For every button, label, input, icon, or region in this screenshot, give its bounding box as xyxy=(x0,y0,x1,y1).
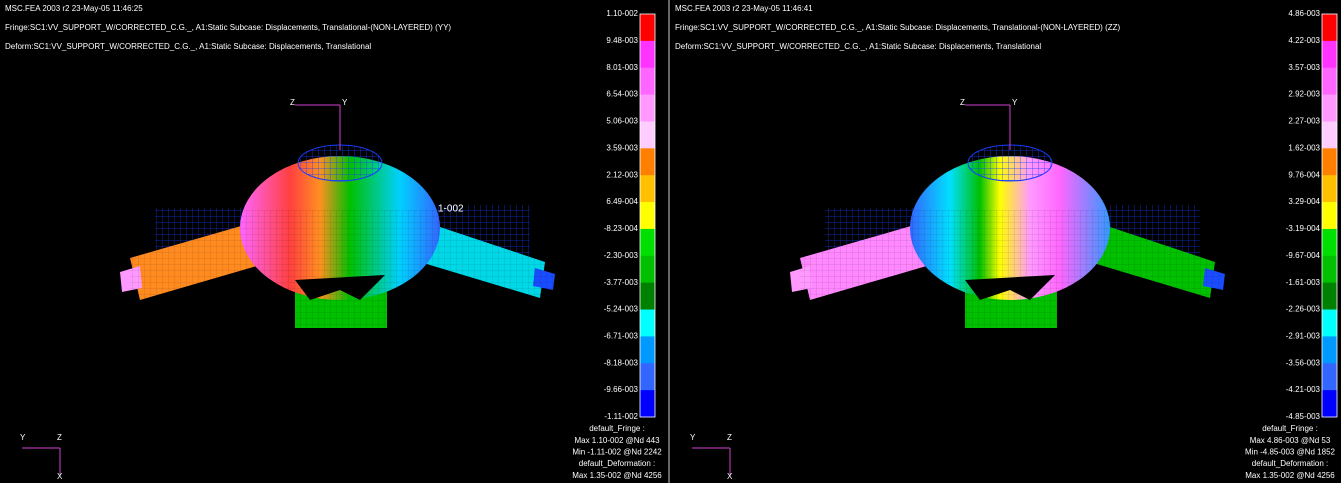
legend-label: -6.71-003 xyxy=(604,332,639,341)
legend-label: 3.57-003 xyxy=(1288,63,1320,72)
viewport: Z Y 1-002 Y Z X MSC.FEA 2003 r2 23-May-05 11:4… xyxy=(5,4,662,481)
triad-label: Z xyxy=(290,98,295,107)
footer-line: Max 4.86-003 @Nd 53 xyxy=(1250,436,1331,445)
color-band xyxy=(1322,283,1337,310)
color-band xyxy=(640,283,655,310)
color-band xyxy=(640,148,655,175)
color-band xyxy=(1322,363,1337,390)
legend-label: 2.27-003 xyxy=(1288,117,1320,126)
color-band xyxy=(640,68,655,95)
legend-label: 6.54-003 xyxy=(606,90,638,99)
triad-label: Z xyxy=(727,433,732,442)
legend-label: 3.59-003 xyxy=(606,143,638,152)
triad-label: Y xyxy=(342,98,348,107)
triad-label: X xyxy=(57,472,63,481)
color-band xyxy=(640,202,655,229)
color-band xyxy=(1322,202,1337,229)
footer-line: default_Fringe : xyxy=(1262,424,1318,433)
color-band xyxy=(1322,175,1337,202)
legend-label: 8.01-003 xyxy=(606,63,638,72)
legend-label: 6.49-004 xyxy=(606,197,638,206)
legend-label: -2.30-003 xyxy=(604,251,639,260)
color-band xyxy=(640,95,655,122)
color-band xyxy=(640,229,655,256)
legend-label: -1.61-003 xyxy=(1286,278,1321,287)
legend-label: 3.29-004 xyxy=(1288,197,1320,206)
color-band xyxy=(1322,68,1337,95)
footer-line: default_Deformation : xyxy=(579,459,656,468)
triad-label: X xyxy=(727,472,733,481)
legend-label: -1.11-002 xyxy=(604,412,638,421)
color-band xyxy=(640,14,655,41)
triad-label: Z xyxy=(960,98,965,107)
vessel-dome xyxy=(968,145,1052,181)
footer-line: Max 1.35-002 @Nd 4256 xyxy=(572,471,662,480)
legend-label: 2.92-003 xyxy=(1288,90,1320,99)
color-band xyxy=(640,336,655,363)
legend-label: 9.48-003 xyxy=(606,36,638,45)
triad-label: Z xyxy=(57,433,62,442)
color-band xyxy=(1322,148,1337,175)
legend-label: 4.86-003 xyxy=(1288,9,1320,18)
color-band xyxy=(1322,310,1337,337)
legend-label: 9.76-004 xyxy=(1288,170,1320,179)
footer-line: default_Fringe : xyxy=(589,424,645,433)
color-band xyxy=(1322,41,1337,68)
viewport: Z Y Y Z X MSC.FEA 2003 r2 23-May-05 11:46:41 F… xyxy=(675,4,1337,481)
color-band xyxy=(640,41,655,68)
color-band xyxy=(1322,95,1337,122)
mesh-overlay xyxy=(130,210,560,330)
legend-label: -4.85-003 xyxy=(1286,412,1321,421)
color-band xyxy=(1322,229,1337,256)
color-band xyxy=(640,121,655,148)
color-band xyxy=(1322,336,1337,363)
legend-label: -3.56-003 xyxy=(1286,358,1321,367)
footer-line: Min -1.11-002 @Nd 2242 xyxy=(572,448,662,457)
triad-label: Y xyxy=(20,433,26,442)
legend-label: -3.77-003 xyxy=(604,278,639,287)
header-line: Deform:SC1:VV_SUPPORT_W/CORRECTED_C.G._,… xyxy=(675,42,1041,51)
vessel-dome xyxy=(298,145,382,181)
screen: Z Y 1-002 Y Z X MSC.FEA 2003 r2 23-May-05 11:4… xyxy=(0,0,1341,483)
color-band xyxy=(640,310,655,337)
header-line: Fringe:SC1:VV_SUPPORT_W/CORRECTED_C.G._,… xyxy=(675,23,1121,32)
legend-label: 2.12-003 xyxy=(606,170,638,179)
color-band xyxy=(640,256,655,283)
header-line: MSC.FEA 2003 r2 23-May-05 11:46:41 xyxy=(675,4,813,13)
legend-label: -5.24-003 xyxy=(604,305,639,314)
legend-label: -2.91-003 xyxy=(1286,332,1321,341)
legend-label: 1.10-002 xyxy=(606,9,638,18)
footer-line: default_Deformation : xyxy=(1252,459,1329,468)
color-band xyxy=(1322,14,1337,41)
color-band xyxy=(1322,390,1337,417)
legend-label: -2.26-003 xyxy=(1286,305,1321,314)
header-line: Deform:SC1:VV_SUPPORT_W/CORRECTED_C.G._,… xyxy=(5,42,371,51)
mesh-overlay xyxy=(800,210,1230,330)
header-line: Fringe:SC1:VV_SUPPORT_W/CORRECTED_C.G._,… xyxy=(5,23,451,32)
color-band xyxy=(640,363,655,390)
legend-label: 5.06-003 xyxy=(606,117,638,126)
triad-label: Y xyxy=(1012,98,1018,107)
legend-label: 1.62-003 xyxy=(1288,143,1320,152)
color-band xyxy=(640,175,655,202)
footer-line: Max 1.35-002 @Nd 4256 xyxy=(1245,471,1335,480)
annotation: 1-002 xyxy=(438,204,464,215)
color-band xyxy=(1322,121,1337,148)
legend-label: -3.19-004 xyxy=(1286,224,1321,233)
legend-label: -9.66-003 xyxy=(604,385,639,394)
legend-label: -4.21-003 xyxy=(1286,385,1321,394)
color-band xyxy=(640,390,655,417)
legend-label: 4.22-003 xyxy=(1288,36,1320,45)
footer-line: Min -4.85-003 @Nd 1852 xyxy=(1245,448,1336,457)
triad-label: Y xyxy=(690,433,696,442)
page: Z Y 1-002 Y Z X MSC.FEA 2003 r2 23-May-05 11:4… xyxy=(0,0,1341,483)
color-band xyxy=(1322,256,1337,283)
legend-label: -9.67-004 xyxy=(1286,251,1321,260)
footer-line: Max 1.10-002 @Nd 443 xyxy=(574,436,660,445)
legend-label: -8.18-003 xyxy=(604,358,639,367)
header-line: MSC.FEA 2003 r2 23-May-05 11:46:25 xyxy=(5,4,143,13)
legend-label: -8.23-004 xyxy=(604,224,639,233)
